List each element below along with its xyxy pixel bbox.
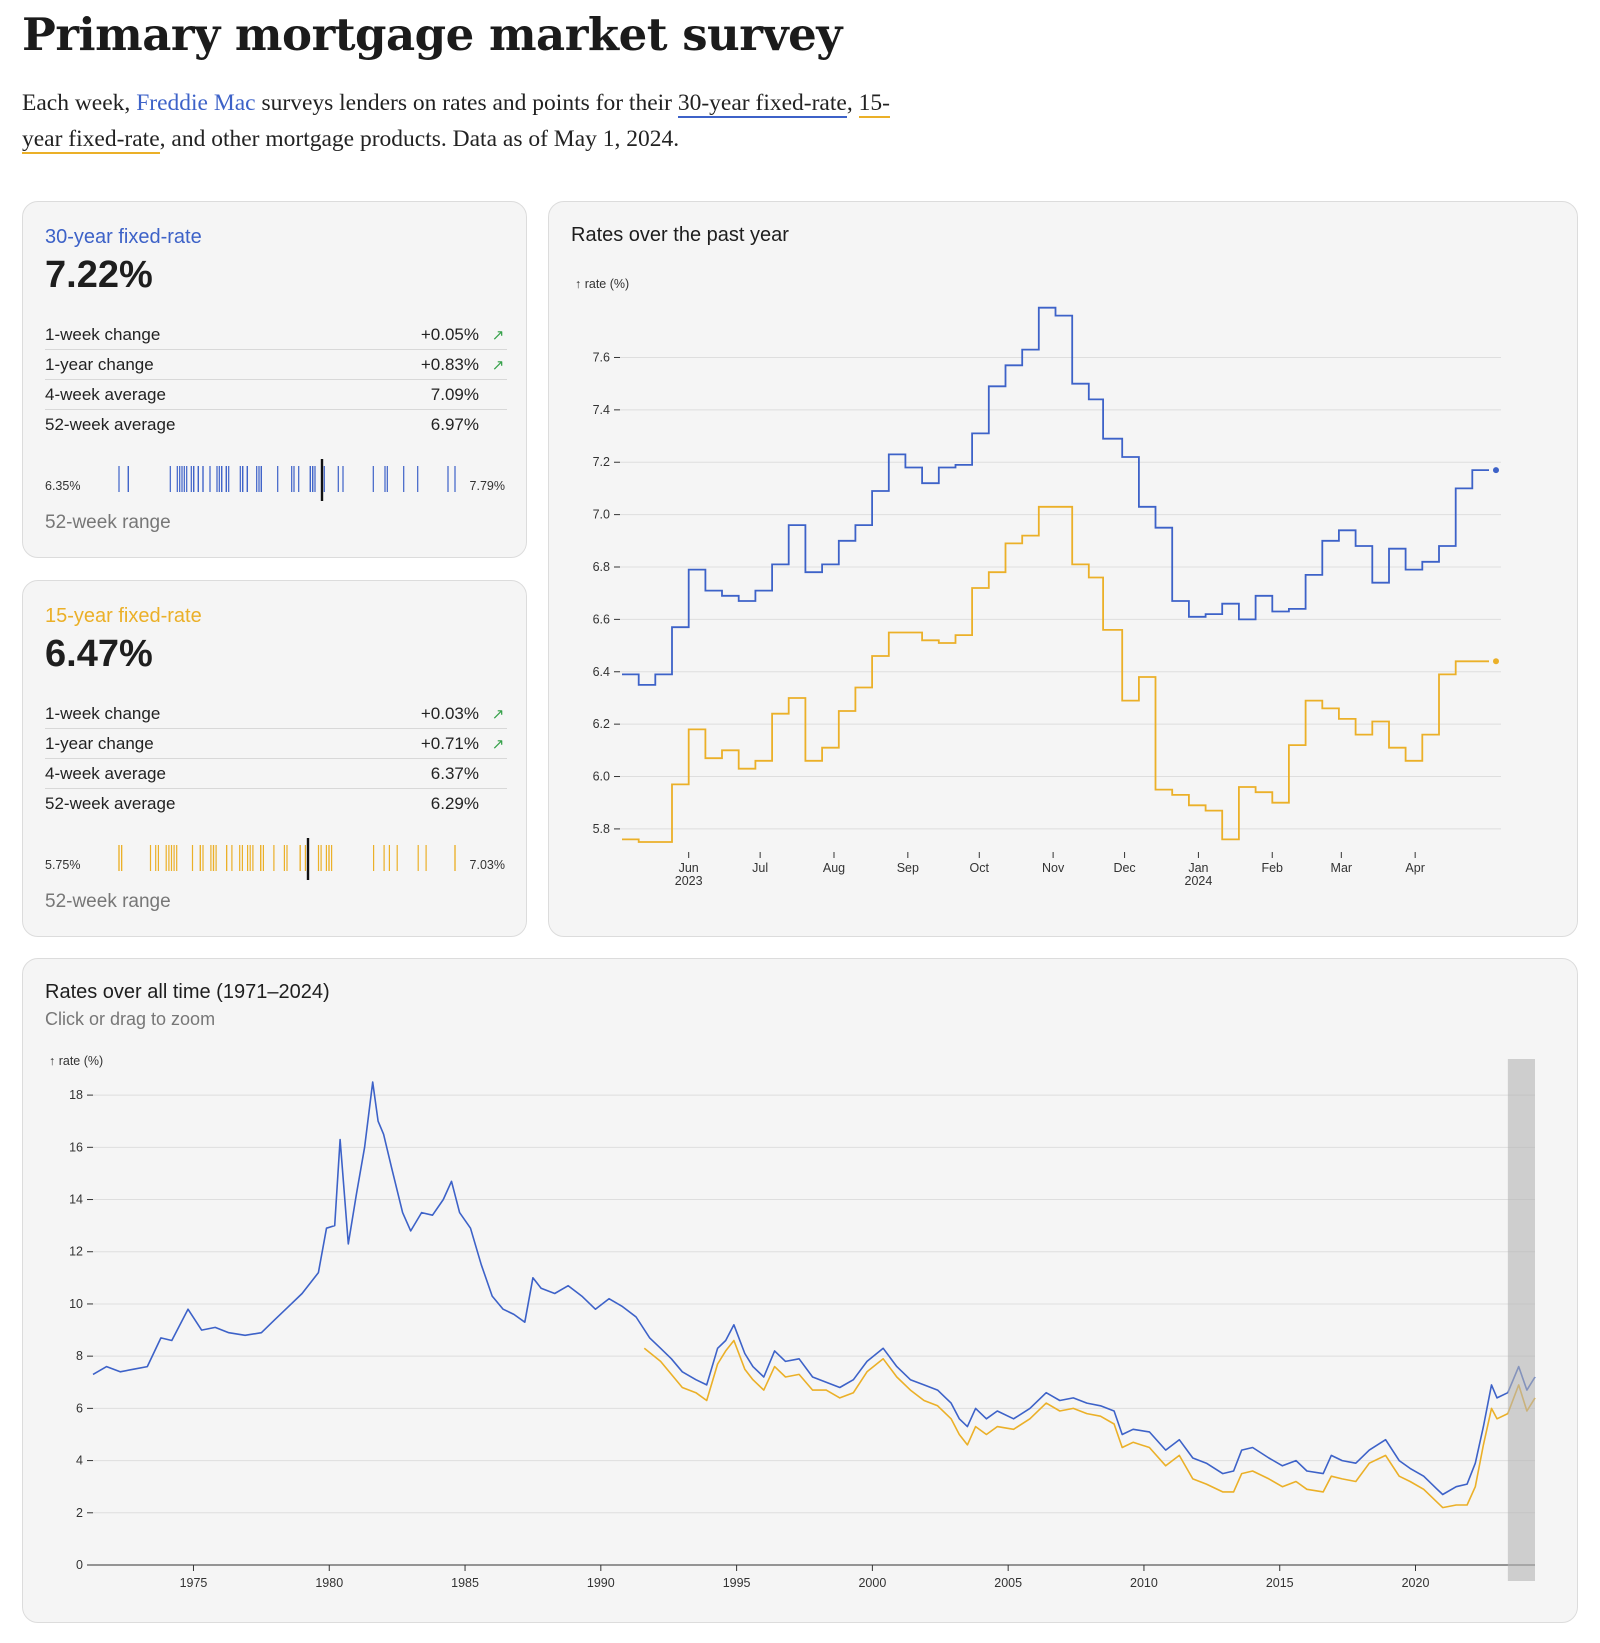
up-right-arrow-icon: ↗	[491, 326, 505, 344]
card-15-year: 15-year fixed-rate 6.47% 1-week change +0…	[22, 580, 527, 937]
x-tick-label: Sep	[897, 861, 919, 875]
up-right-arrow-icon: ↗	[491, 735, 505, 753]
range-max-label: 7.79%	[470, 479, 505, 493]
x-tick-label: Mar	[1331, 861, 1353, 875]
zoom-brush-selection[interactable]	[1507, 1059, 1535, 1581]
all-time-chart[interactable]: ↑ rate (%) 0 2 4 6 8 10 12 14 16 18 1975 1980 1985 19…	[23, 1049, 1573, 1619]
card-title: 15-year fixed-rate	[45, 605, 202, 627]
term-15-year: 15-year fixed-rate	[22, 90, 890, 154]
x-tick-label: 1985	[451, 1576, 479, 1590]
series-line-30-year	[622, 306, 1489, 686]
y-tick-label: 14	[69, 1193, 83, 1207]
card-30-year: 30-year fixed-rate 7.22% 1-week change +0…	[22, 201, 527, 558]
up-right-arrow-icon: ↗	[491, 705, 505, 723]
series-line-15-year	[643, 1339, 1536, 1509]
stat-row-1-week-change: 1-week change +0.03% ↗	[45, 699, 507, 729]
x-tick-label: Apr	[1405, 861, 1424, 875]
x-tick-sublabel: 2023	[675, 874, 703, 888]
freddie-mac-link[interactable]: Freddie Mac	[136, 90, 256, 116]
y-tick-label: 6.2	[593, 717, 610, 731]
x-tick-label: Aug	[823, 861, 845, 875]
x-tick-label: Feb	[1261, 861, 1283, 875]
range-min-label: 5.75%	[45, 858, 80, 872]
y-tick-label: 7.6	[593, 350, 610, 364]
x-tick-label: Nov	[1042, 861, 1065, 875]
chart-title: Rates over all time (1971–2024)	[45, 981, 330, 1003]
y-tick-label: 16	[69, 1140, 83, 1154]
all-time-chart-card: Rates over all time (1971–2024) Click or…	[22, 958, 1578, 1623]
x-tick-label: Dec	[1113, 861, 1135, 875]
y-tick-label: 4	[76, 1454, 83, 1468]
y-tick-label: 7.2	[593, 455, 610, 469]
x-tick-label: 1995	[723, 1576, 751, 1590]
latest-point	[1493, 658, 1499, 665]
range-label: 52-week range	[45, 891, 171, 912]
stats-table: 1-week change +0.05% ↗ 1-year change +0.83%…	[45, 320, 507, 440]
x-tick-label: 2005	[994, 1576, 1022, 1590]
x-tick-sublabel: 2024	[1185, 874, 1213, 888]
y-tick-label: 10	[69, 1297, 83, 1311]
y-tick-label: 18	[69, 1088, 83, 1102]
range-strip-30-year: 6.35% 7.79%	[45, 459, 505, 501]
y-axis-label: ↑ rate (%)	[49, 1054, 103, 1068]
x-tick-label: 2000	[858, 1576, 886, 1590]
y-tick-label: 6	[76, 1401, 83, 1415]
stat-row-1-year-change: 1-year change +0.83% ↗	[45, 350, 507, 380]
y-tick-label: 6.6	[593, 612, 610, 626]
range-strip-15-year: 5.75% 7.03%	[45, 838, 505, 880]
card-title: 30-year fixed-rate	[45, 226, 202, 248]
stat-row-1-week-change: 1-week change +0.05% ↗	[45, 320, 507, 350]
page-title: Primary mortgage market survey	[22, 8, 842, 61]
x-tick-label: Oct	[970, 861, 990, 875]
y-tick-label: 7.0	[593, 508, 610, 522]
term-30-year: 30-year fixed-rate	[677, 90, 847, 118]
y-tick-label: 12	[69, 1245, 83, 1259]
x-tick-label: 1980	[315, 1576, 343, 1590]
range-label: 52-week range	[45, 512, 171, 533]
series-line-15-year	[622, 505, 1489, 843]
x-tick-label: 2010	[1130, 1576, 1158, 1590]
up-right-arrow-icon: ↗	[491, 356, 505, 374]
current-rate-value: 7.22%	[45, 254, 153, 296]
latest-point	[1493, 467, 1499, 474]
y-axis-label: ↑ rate (%)	[575, 277, 629, 291]
x-tick-label: Jul	[752, 861, 768, 875]
x-tick-label: 2020	[1402, 1576, 1430, 1590]
x-tick-label: Jun	[679, 861, 699, 875]
y-tick-label: 7.4	[593, 403, 610, 417]
x-tick-label: Jan	[1188, 861, 1208, 875]
intro-paragraph: Each week, Freddie Mac surveys lenders o…	[22, 90, 890, 154]
past-year-chart[interactable]: ↑ rate (%) 5.8 6.0 6.2 6.4 6.6 6.8 7.0 7.2 7.4 7.…	[549, 272, 1549, 912]
y-tick-label: 6.8	[593, 560, 610, 574]
range-min-label: 6.35%	[45, 479, 80, 493]
x-tick-label: 1990	[587, 1576, 615, 1590]
past-year-chart-card: Rates over the past year ↑ rate (%) 5.8 6…	[548, 201, 1578, 937]
y-tick-label: 8	[76, 1349, 83, 1363]
series-line-30-year	[92, 1081, 1536, 1496]
stat-row-1-year-change: 1-year change +0.71% ↗	[45, 729, 507, 759]
current-rate-value: 6.47%	[45, 633, 153, 675]
y-tick-label: 2	[76, 1506, 83, 1520]
stats-table: 1-week change +0.03% ↗ 1-year change +0.71%…	[45, 699, 507, 819]
y-tick-label: 5.8	[593, 822, 610, 836]
chart-title: Rates over the past year	[571, 224, 789, 246]
y-tick-label: 0	[76, 1558, 83, 1572]
y-tick-label: 6.4	[593, 665, 610, 679]
x-tick-label: 1975	[180, 1576, 208, 1590]
chart-subtitle: Click or drag to zoom	[45, 1009, 216, 1029]
range-max-label: 7.03%	[470, 858, 505, 872]
y-tick-label: 6.0	[593, 770, 610, 784]
x-tick-label: 2015	[1266, 1576, 1294, 1590]
